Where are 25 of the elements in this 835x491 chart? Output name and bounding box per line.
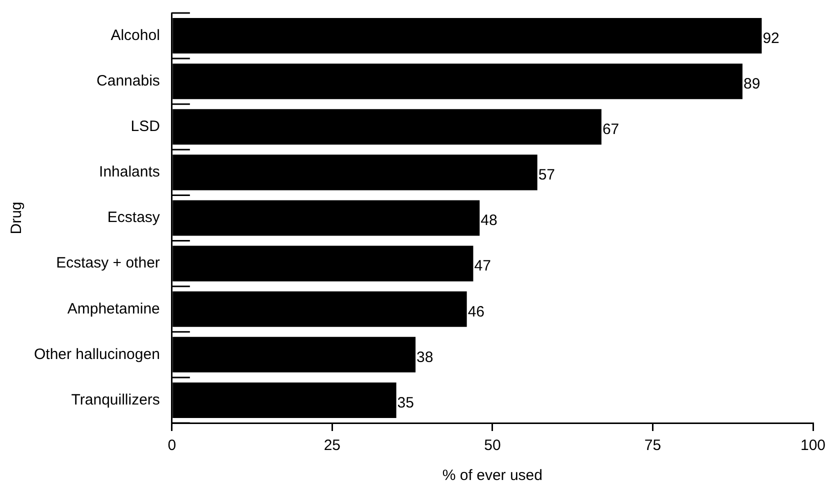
data-label: 67 [602, 121, 620, 138]
y-tick-label: Tranquillizers [71, 391, 160, 408]
y-tick-label: Alcohol [110, 26, 160, 44]
y-tick-label: Ecstasy [107, 209, 160, 226]
data-label: 48 [480, 212, 498, 230]
x-tick-label: 75 [644, 437, 662, 454]
x-tick-label: 0 [168, 437, 176, 454]
data-label: 57 [538, 166, 556, 184]
data-label: 89 [743, 75, 760, 92]
y-tick-label: Amphetamine [67, 300, 160, 318]
y-tick-label: Cannabis [96, 72, 160, 90]
data-label: 35 [397, 394, 414, 412]
data-label: 38 [416, 348, 434, 366]
x-tick-label: 50 [484, 437, 501, 454]
x-axis-title: % of ever used [442, 467, 542, 484]
data-label: 92 [762, 30, 780, 47]
x-tick-label: 25 [324, 437, 341, 454]
y-axis-title: Drug [8, 202, 26, 234]
data-label: 46 [468, 303, 485, 320]
y-tick-label: Other hallucinogen [34, 346, 160, 363]
data-label: 47 [474, 258, 491, 275]
y-tick-label: LSD [130, 118, 160, 136]
x-tick-label: 100 [800, 437, 826, 454]
y-tick-label: Ecstasy + other [56, 254, 160, 272]
y-tick-label: Inhalants [99, 164, 160, 181]
